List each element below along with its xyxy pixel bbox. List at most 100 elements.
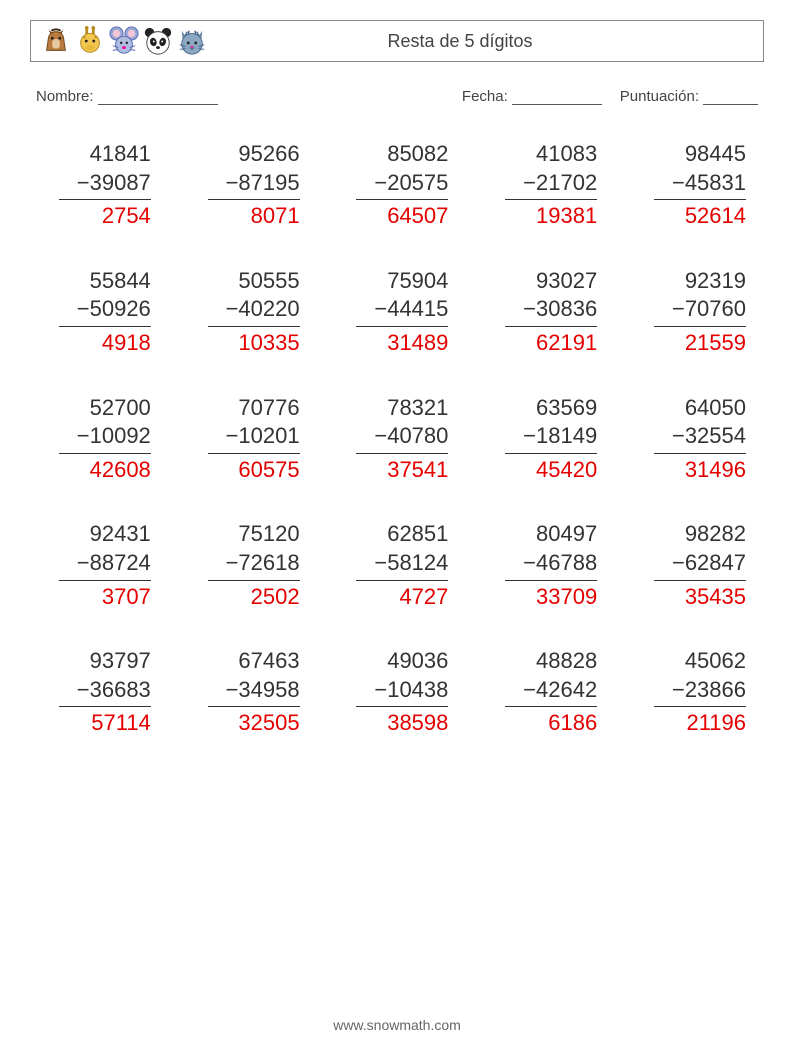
rule-line (356, 580, 448, 581)
rule-line (654, 453, 746, 454)
minuend: 85082 (387, 140, 448, 169)
problem: 41083−21702 19381 (476, 140, 615, 231)
subtrahend: −87195 (226, 169, 300, 198)
answer: 21559 (685, 329, 746, 358)
rule-line (654, 706, 746, 707)
date-line (512, 88, 602, 105)
problem: 48828−426426186 (476, 647, 615, 738)
answer: 6186 (548, 709, 597, 738)
rule-line (59, 453, 151, 454)
minuend: 41841 (90, 140, 151, 169)
rule-line (208, 706, 300, 707)
problem: 55844−509264918 (30, 267, 169, 358)
minuend: 98282 (685, 520, 746, 549)
subtrahend: −88724 (77, 549, 151, 578)
subtrahend: −23866 (672, 676, 746, 705)
rule-line (208, 453, 300, 454)
problem: 45062−2386621196 (625, 647, 764, 738)
subtrahend: −30836 (523, 295, 597, 324)
subtrahend: −40220 (226, 295, 300, 324)
rule-line (59, 326, 151, 327)
subtrahend: −36683 (77, 676, 151, 705)
problem: 92319−7076021559 (625, 267, 764, 358)
answer: 2502 (251, 583, 300, 612)
rule-line (208, 199, 300, 200)
rule-line (505, 199, 597, 200)
answer: 2754 (102, 202, 151, 231)
score-label: Puntuación: (620, 88, 699, 105)
minuend: 55844 (90, 267, 151, 296)
subtrahend: −34958 (226, 676, 300, 705)
subtrahend: −42642 (523, 676, 597, 705)
rule-line (356, 326, 448, 327)
problem: 98282−6284735435 (625, 520, 764, 611)
minuend: 92431 (90, 520, 151, 549)
answer: 32505 (238, 709, 299, 738)
answer: 37541 (387, 456, 448, 485)
problem: 92431−887243707 (30, 520, 169, 611)
footer-url: www.snowmath.com (0, 1017, 794, 1033)
subtrahend: −32554 (672, 422, 746, 451)
subtrahend: −45831 (672, 169, 746, 198)
horse-icon (41, 26, 71, 56)
minuend: 52700 (90, 394, 151, 423)
subtrahend: −58124 (374, 549, 448, 578)
answer: 45420 (536, 456, 597, 485)
problem: 80497−4678833709 (476, 520, 615, 611)
subtrahend: −70760 (672, 295, 746, 324)
header-box: Resta de 5 dígitos (30, 20, 764, 62)
panda-icon (143, 26, 173, 56)
problem: 41841−39087 2754 (30, 140, 169, 231)
minuend: 93797 (90, 647, 151, 676)
score-line (703, 88, 758, 105)
problem: 95266−87195 8071 (179, 140, 318, 231)
minuend: 75904 (387, 267, 448, 296)
problem: 78321−40780 37541 (328, 394, 467, 485)
rule-line (356, 706, 448, 707)
problem: 98445−45831 52614 (625, 140, 764, 231)
minuend: 41083 (536, 140, 597, 169)
problem: 93027−3083662191 (476, 267, 615, 358)
rule-line (59, 199, 151, 200)
minuend: 50555 (238, 267, 299, 296)
rule-line (356, 453, 448, 454)
answer: 8071 (251, 202, 300, 231)
problem: 67463−3495832505 (179, 647, 318, 738)
subtrahend: −72618 (226, 549, 300, 578)
minuend: 49036 (387, 647, 448, 676)
subtrahend: −18149 (523, 422, 597, 451)
rule-line (654, 326, 746, 327)
rule-line (654, 199, 746, 200)
answer: 19381 (536, 202, 597, 231)
problem: 75904−4441531489 (328, 267, 467, 358)
rule-line (505, 706, 597, 707)
minuend: 78321 (387, 394, 448, 423)
subtrahend: −21702 (523, 169, 597, 198)
answer: 62191 (536, 329, 597, 358)
problem: 52700−1009242608 (30, 394, 169, 485)
subtrahend: −39087 (77, 169, 151, 198)
rule-line (208, 326, 300, 327)
minuend: 75120 (238, 520, 299, 549)
subtrahend: −62847 (672, 549, 746, 578)
subtrahend: −50926 (77, 295, 151, 324)
rule-line (505, 326, 597, 327)
problem: 50555−4022010335 (179, 267, 318, 358)
answer: 31496 (685, 456, 746, 485)
rule-line (356, 199, 448, 200)
problem: 85082−2057564507 (328, 140, 467, 231)
subtrahend: −44415 (374, 295, 448, 324)
minuend: 98445 (685, 140, 746, 169)
answer: 60575 (238, 456, 299, 485)
answer: 57114 (91, 709, 151, 738)
worksheet-title: Resta de 5 dígitos (207, 31, 753, 52)
answer: 52614 (685, 202, 746, 231)
name-label: Nombre: (36, 88, 94, 105)
subtrahend: −10201 (226, 422, 300, 451)
subtrahend: −40780 (374, 422, 448, 451)
minuend: 62851 (387, 520, 448, 549)
minuend: 95266 (238, 140, 299, 169)
subtrahend: −46788 (523, 549, 597, 578)
answer: 21196 (686, 709, 746, 738)
minuend: 70776 (238, 394, 299, 423)
